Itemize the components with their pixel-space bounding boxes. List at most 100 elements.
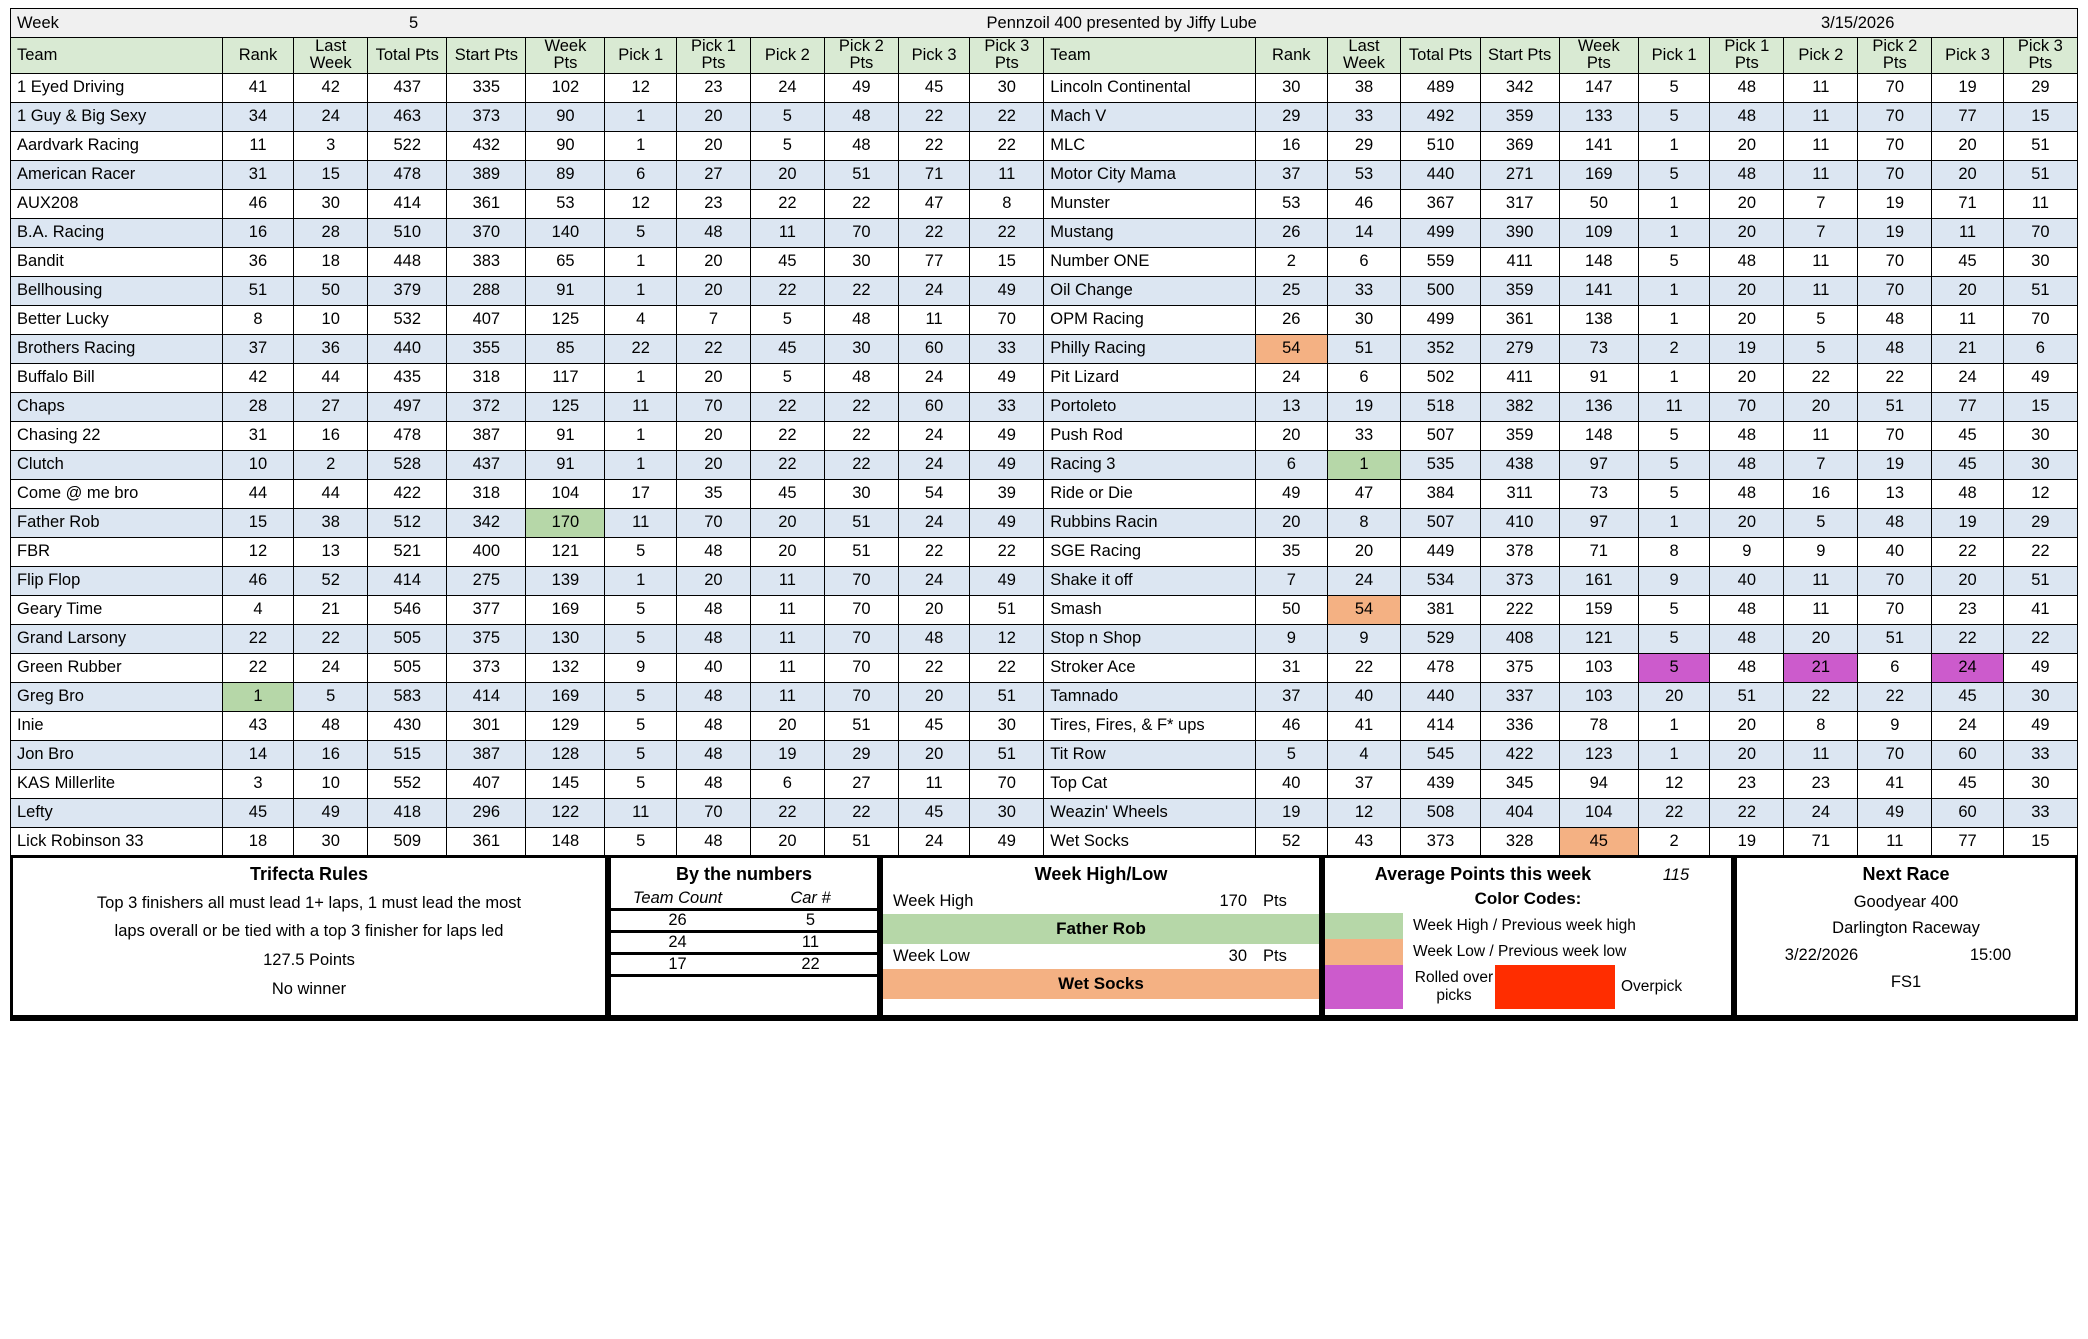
cell-r-team: Racing 3 — [1043, 449, 1257, 480]
cell-r-pick2: 9 — [1783, 536, 1859, 567]
cell-l-pick3: 20 — [897, 739, 971, 770]
cell-r-pick2-pts: 70 — [1857, 72, 1933, 103]
cell-l-week-pts: 128 — [525, 739, 606, 770]
cell-l-team: Better Lucky — [10, 304, 223, 335]
cell-l-total-pts: 414 — [367, 188, 448, 219]
cell-r-rank: 46 — [1255, 710, 1328, 741]
cell-l-pick2: 11 — [749, 217, 825, 248]
cell-l-week-pts: 170 — [525, 507, 606, 538]
cell-r-start-pts: 345 — [1479, 768, 1560, 799]
cell-l-rank: 44 — [221, 478, 295, 509]
cell-l-pick3-pts: 51 — [969, 681, 1045, 712]
cell-l-pick2-pts: 51 — [823, 710, 899, 741]
cell-l-start-pts: 355 — [446, 333, 527, 364]
cell-r-pick1-pts: 20 — [1709, 710, 1785, 741]
cell-r-team: Tit Row — [1043, 739, 1257, 770]
footer-panels: Trifecta Rules Top 3 finishers all must … — [10, 857, 2078, 1021]
by-the-numbers-header-row: Team Count Car # — [611, 888, 877, 911]
cell-l-total-pts: 497 — [367, 391, 448, 422]
cell-l-week-pts: 91 — [525, 449, 606, 480]
cell-r-pick1: 1 — [1637, 217, 1711, 248]
cell-l-team: Bandit — [10, 246, 223, 277]
cell-l-rank: 1 — [221, 681, 295, 712]
cell-l-pick1: 5 — [604, 768, 677, 799]
cell-l-pick3: 54 — [897, 478, 971, 509]
trifecta-title: Trifecta Rules — [249, 863, 369, 884]
cell-r-week-pts: 97 — [1558, 449, 1639, 480]
cell-l-last-week: 49 — [293, 797, 369, 828]
cell-r-week-pts: 91 — [1558, 362, 1639, 393]
cell-r-total-pts: 414 — [1400, 710, 1481, 741]
swatch-magenta-icon — [1325, 964, 1403, 1009]
table-row: Greg Bro 1 5 583 414 169 5 48 11 70 20 51 Tamnado 37 4… — [10, 681, 2079, 712]
cell-l-start-pts: 373 — [446, 101, 527, 132]
cell-r-last-week: 47 — [1326, 478, 1402, 509]
col-pick2-left: Pick 2 — [749, 37, 825, 74]
cell-l-pick3-pts: 70 — [969, 304, 1045, 335]
cell-r-week-pts: 169 — [1558, 159, 1639, 190]
cell-l-total-pts: 515 — [367, 739, 448, 770]
next-race-time: 15:00 — [1969, 945, 2012, 964]
table-row: Bandit 36 18 448 383 65 1 20 45 30 77 15 Number ONE 2… — [10, 246, 2079, 277]
cell-r-pick3: 45 — [1931, 246, 2004, 277]
cell-l-last-week: 10 — [293, 768, 369, 799]
cell-r-pick1-pts: 20 — [1709, 275, 1785, 306]
cell-l-pick3: 60 — [897, 391, 971, 422]
cell-r-last-week: 33 — [1326, 101, 1402, 132]
cell-r-pick1: 5 — [1637, 478, 1711, 509]
next-race-datetime-row: 3/22/2026 15:00 — [1737, 942, 2075, 969]
cell-r-pick3: 19 — [1931, 72, 2004, 103]
cell-l-pick2: 20 — [749, 826, 825, 858]
cell-l-pick1: 12 — [604, 72, 677, 103]
cell-r-last-week: 14 — [1326, 217, 1402, 248]
cell-l-pick1-pts: 20 — [675, 275, 751, 306]
cell-r-pick3-pts: 30 — [2002, 768, 2079, 799]
week-high-value: 170 — [1219, 891, 1247, 910]
cell-l-team: Aardvark Racing — [10, 130, 223, 161]
cell-r-pick1: 1 — [1637, 362, 1711, 393]
cell-r-total-pts: 500 — [1400, 275, 1481, 306]
cell-r-pick1: 12 — [1637, 768, 1711, 799]
cell-l-pick1: 1 — [604, 420, 677, 451]
cell-r-pick2-pts: 6 — [1857, 652, 1933, 683]
cell-l-total-pts: 430 — [367, 710, 448, 741]
cell-l-pick2-pts: 30 — [823, 333, 899, 364]
cell-r-rank: 35 — [1255, 536, 1328, 567]
cell-l-pick1: 1 — [604, 101, 677, 132]
week-low-unit: Pts — [1263, 946, 1287, 965]
cell-r-last-week: 24 — [1326, 565, 1402, 596]
col-pick1-pts-right-line2: Pts — [1734, 54, 1759, 73]
cell-l-pick3-pts: 22 — [969, 536, 1045, 567]
cell-r-pick2-pts: 51 — [1857, 391, 1933, 422]
cell-l-week-pts: 53 — [525, 188, 606, 219]
swatch-red-icon — [1495, 964, 1615, 1009]
by-the-numbers-title: By the numbers — [675, 863, 813, 884]
cell-l-team: Jon Bro — [10, 739, 223, 770]
average-points-panel: Average Points this week 115 Color Codes… — [1322, 857, 1734, 1018]
cell-r-rank: 29 — [1255, 101, 1328, 132]
cell-r-last-week: 20 — [1326, 536, 1402, 567]
cell-r-week-pts: 109 — [1558, 217, 1639, 248]
cell-r-pick3-pts: 49 — [2002, 710, 2079, 741]
cell-r-total-pts: 381 — [1400, 594, 1481, 625]
cell-l-last-week: 22 — [293, 623, 369, 654]
by-the-numbers-panel: By the numbers Team Count Car # 26 5 24 — [608, 857, 880, 1018]
cell-r-team: Tamnado — [1043, 681, 1257, 712]
cell-r-pick2: 5 — [1783, 333, 1859, 364]
cell-l-rank: 15 — [221, 507, 295, 538]
cell-r-team: Push Rod — [1043, 420, 1257, 451]
cell-l-pick1-pts: 22 — [675, 333, 751, 364]
cell-l-last-week: 24 — [293, 652, 369, 683]
cell-r-pick2: 21 — [1783, 652, 1859, 683]
cell-l-pick1: 11 — [604, 507, 677, 538]
cell-r-pick1: 5 — [1637, 101, 1711, 132]
table-row: 1 Guy & Big Sexy 34 24 463 373 90 1 20 5 48 22 22 Ma… — [10, 101, 2079, 132]
cell-l-pick3-pts: 11 — [969, 159, 1045, 190]
cell-r-pick1-pts: 48 — [1709, 594, 1785, 625]
cell-r-team: Rubbins Racin — [1043, 507, 1257, 538]
cell-l-rank: 18 — [221, 826, 295, 858]
col-last-week-left-line1: Last — [315, 37, 347, 55]
cell-r-pick3: 77 — [1931, 101, 2004, 132]
table-row: KAS Millerlite 3 10 552 407 145 5 48 6 27 11 70 Top … — [10, 768, 2079, 799]
cell-r-pick1: 5 — [1637, 159, 1711, 190]
